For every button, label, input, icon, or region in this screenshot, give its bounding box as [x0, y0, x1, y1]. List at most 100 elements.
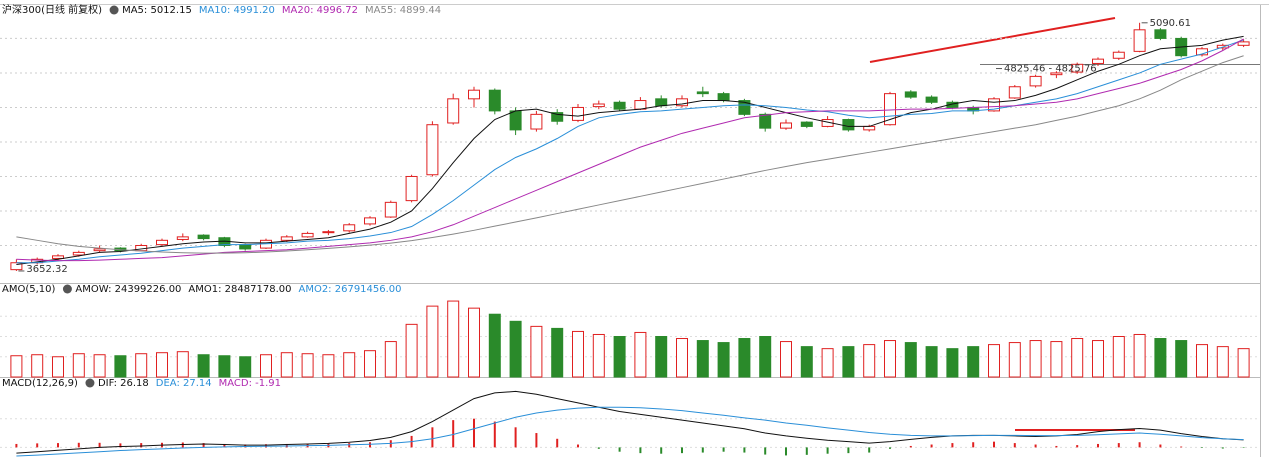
volume-bar: [72, 353, 85, 378]
candle-body: [863, 125, 876, 131]
candle-body: [551, 112, 564, 122]
volume-bar: [634, 331, 647, 378]
volume-bar: [592, 333, 605, 378]
header-label: 沪深300(日线 前复权): [2, 3, 102, 16]
header-icon: [62, 284, 72, 294]
volume-bar: [738, 338, 751, 378]
candle-body: [72, 251, 85, 256]
volume-bar: [156, 352, 168, 378]
header-label: MA10: 4991.20: [199, 5, 275, 16]
candle-body: [696, 91, 709, 95]
volume-bar: [447, 300, 460, 378]
candle-body: [572, 106, 584, 121]
volume-bar: [260, 354, 272, 378]
candle-body: [655, 98, 668, 107]
volume-bar: [904, 342, 917, 378]
volume-bar: [1237, 348, 1250, 378]
volume-bar: [488, 313, 501, 378]
volume-bar: [613, 336, 626, 378]
volume-bar: [1154, 338, 1167, 378]
candle-body: [176, 236, 189, 240]
volume-bar: [1008, 342, 1021, 378]
header-label: DIF: 26.18: [98, 378, 149, 389]
candle-body: [530, 113, 543, 130]
volume-bar: [676, 338, 688, 378]
header-label: AMO1: 28487178.00: [188, 284, 291, 295]
candle-body: [1133, 29, 1146, 52]
volume-bar: [1196, 344, 1208, 378]
indicator-line: [16, 55, 1244, 254]
volume-bar: [218, 355, 231, 378]
volume-bar: [759, 336, 772, 378]
candle-body: [904, 91, 917, 98]
header-label: MA20: 4996.72: [282, 5, 358, 16]
candle-body: [156, 239, 168, 246]
annotation-label: 5090.61: [1150, 18, 1191, 29]
header-label: MA55: 4899.44: [365, 5, 441, 16]
volume-bar: [967, 346, 980, 378]
trend-line: [869, 17, 1116, 63]
candle-body: [197, 234, 210, 240]
volume-bar: [946, 348, 959, 378]
candle-body: [884, 93, 896, 126]
header-icon: [109, 5, 119, 15]
annotation-label: 4825.46 - 4825.76: [1004, 64, 1097, 75]
indicator-line: [16, 39, 1244, 264]
annotation-label: 3652.32: [26, 264, 67, 275]
header-label: MA5: 5012.15: [122, 5, 192, 16]
volume-bar: [384, 341, 397, 378]
volume-bar: [551, 327, 564, 378]
volume-bar: [135, 353, 148, 378]
candle-body: [780, 122, 792, 129]
candle-body: [1029, 75, 1042, 87]
candle-body: [343, 224, 356, 232]
candle-body: [384, 201, 397, 218]
volume-bar: [696, 340, 709, 378]
candle-body: [842, 119, 855, 131]
volume-bar: [468, 307, 480, 378]
volume-bar: [1071, 338, 1084, 378]
header-label: AMOW: 24399226.00: [75, 284, 181, 295]
volume-bar: [1092, 340, 1104, 378]
volume-bar: [239, 356, 252, 378]
candle-body: [1154, 29, 1167, 39]
candle-body: [280, 236, 293, 241]
header-label: AMO2: 26791456.00: [298, 284, 401, 295]
volume-bar: [1029, 340, 1042, 378]
candle-body: [239, 244, 252, 250]
volume-bar: [717, 342, 730, 378]
candle-body: [1092, 58, 1104, 64]
candle-body: [468, 89, 480, 100]
volume-bar: [988, 344, 1000, 378]
header-label: DEA: 27.14: [156, 378, 212, 389]
indicator-line: [16, 406, 1244, 457]
candle-body: [488, 89, 501, 112]
volume-bar: [322, 354, 335, 378]
header-label: MACD(12,26,9): [2, 378, 78, 389]
volume-bar: [925, 346, 938, 378]
volume-bar: [884, 340, 896, 378]
volume-bar: [821, 348, 834, 378]
candle-body: [800, 121, 813, 127]
header-label: AMO(5,10): [2, 284, 56, 295]
candle-body: [988, 98, 1000, 112]
volume-bar: [197, 354, 210, 378]
volume-bar: [52, 356, 64, 378]
volume-bar: [176, 351, 189, 378]
volume-bar: [280, 352, 293, 378]
indicator-line: [16, 35, 1244, 265]
volume-bar: [530, 325, 543, 378]
candle-body: [676, 98, 688, 107]
volume-bar: [572, 330, 584, 378]
candle-body: [426, 124, 439, 176]
candle-body: [301, 232, 314, 238]
volume-bar: [863, 344, 876, 378]
candle-body: [592, 103, 605, 108]
candle-body: [717, 93, 730, 102]
candle-body: [509, 110, 522, 131]
candle-body: [1050, 72, 1063, 76]
candle-body: [1008, 86, 1021, 99]
volume-bar: [1050, 341, 1063, 378]
